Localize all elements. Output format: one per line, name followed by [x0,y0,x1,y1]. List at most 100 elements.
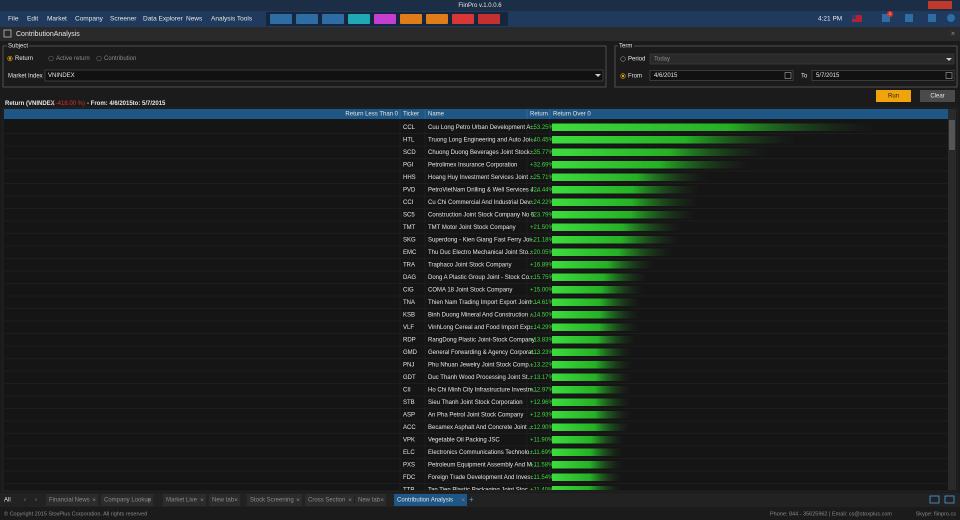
tab-label[interactable]: New tab [358,498,381,504]
tab-label[interactable]: Contribution Analysis [397,498,453,504]
ticker[interactable]: CCI [403,200,414,206]
tab-label[interactable]: Stock Screening [250,498,294,504]
from-radio[interactable] [620,73,626,79]
clear-button[interactable] [920,90,955,102]
calendar-icon[interactable] [784,72,792,79]
tab-close[interactable]: ✕ [92,497,96,503]
ticker[interactable]: ELC [403,450,415,456]
nav-arrow[interactable]: › [35,498,37,504]
toolbar-button[interactable] [348,14,370,24]
tab-close[interactable]: ✕ [461,497,465,503]
column-header[interactable]: Return [530,112,548,118]
toolbar-button[interactable] [400,14,422,24]
tab-label[interactable]: Company Lookup [104,498,152,504]
messages[interactable] [928,14,936,22]
tab-label[interactable]: Market Live [166,498,198,504]
ticker[interactable]: PGI [403,162,414,168]
panel-close[interactable]: ✕ [950,32,955,38]
ticker[interactable]: TRA [403,262,415,268]
ticker[interactable]: CIG [403,287,414,293]
toolbar-button[interactable] [270,14,292,24]
tab-close[interactable]: ✕ [234,497,238,503]
run-button[interactable] [876,90,911,102]
tab-close[interactable]: ✕ [380,497,384,503]
column-header[interactable]: Ticker [403,112,419,118]
menu-item[interactable]: Market [47,16,67,23]
menu-item[interactable]: Company [75,16,104,23]
scrollbar[interactable] [948,109,956,490]
radio[interactable] [48,55,54,62]
menu-item[interactable]: Screener [110,16,137,23]
menu-item[interactable]: File [8,16,19,23]
ticker[interactable]: ACC [403,425,416,431]
period-dropdown[interactable] [649,53,955,65]
ticker[interactable]: TNA [403,300,415,306]
notifications[interactable] [882,14,890,22]
ticker[interactable]: PVD [403,187,416,193]
ticker[interactable]: TTP [403,487,414,493]
tab[interactable] [355,494,386,506]
ticker[interactable]: HHS [403,175,416,181]
ticker[interactable]: KSB [403,312,415,318]
from-input[interactable] [649,70,794,81]
tab[interactable] [247,494,302,506]
ticker[interactable]: VLF [403,325,414,331]
close[interactable] [928,1,952,9]
ticker[interactable]: CII [403,387,411,393]
toolbar-button[interactable] [296,14,318,24]
tab[interactable] [46,494,98,506]
active-tab[interactable] [394,494,467,506]
ticker[interactable]: SKG [403,237,416,243]
calendar-icon[interactable] [945,72,953,79]
radio[interactable] [96,55,102,62]
toolbar-button[interactable] [322,14,344,24]
screen-icon[interactable] [929,495,940,504]
ticker[interactable]: PXS [403,462,415,468]
tab-close[interactable]: ✕ [200,497,204,503]
chat-icon[interactable] [944,495,955,504]
ticker[interactable]: DAG [403,275,416,281]
radio[interactable] [7,55,13,62]
ticker[interactable]: HTL [403,137,415,143]
toolbar-button[interactable] [478,14,500,24]
tab-label[interactable]: New tab [212,498,235,504]
toolbar-button[interactable] [426,14,448,24]
menu-item[interactable]: Data Explorer [143,16,184,23]
period-radio[interactable] [620,56,626,62]
ticker[interactable]: PNJ [403,362,414,368]
toolbar-button[interactable] [452,14,474,24]
ticker[interactable]: TMT [403,225,416,231]
ticker[interactable]: SC5 [403,212,415,218]
minimize[interactable] [900,1,910,9]
nav-arrow[interactable]: ‹ [24,498,26,504]
tab-close[interactable]: ✕ [296,497,300,503]
market-index-dropdown[interactable] [44,69,604,82]
ticker[interactable]: VPK [403,437,415,443]
tab[interactable] [209,494,240,506]
column-header[interactable]: Name [428,112,445,118]
alerts[interactable] [905,14,913,22]
column-header[interactable]: Return Less Than 0 [345,112,398,118]
ticker[interactable]: RDP [403,337,416,343]
ticker[interactable]: GMD [403,350,418,356]
ticker[interactable]: ASP [403,412,415,418]
settings[interactable] [947,14,955,22]
tab-label[interactable]: Financial News [49,498,90,504]
column-header[interactable]: Return Over 0 [553,112,591,118]
ticker[interactable]: GDT [403,375,416,381]
menu-item[interactable]: Analysis Tools [211,16,253,23]
new-tab[interactable]: + [469,495,474,504]
ticker[interactable]: EMC [403,250,417,256]
to-input[interactable] [811,70,955,81]
tab[interactable] [305,494,354,506]
ticker[interactable]: FDC [403,475,416,481]
scroll-thumb[interactable] [949,120,955,150]
ticker[interactable]: CCL [403,125,416,131]
toolbar-button[interactable] [374,14,396,24]
ticker[interactable]: SCD [403,150,416,156]
tab[interactable] [101,494,153,506]
flag[interactable] [852,15,862,22]
menu-item[interactable]: News [186,16,203,23]
tab-label[interactable]: Cross Section [308,498,345,504]
tab-label[interactable]: All [4,498,11,504]
